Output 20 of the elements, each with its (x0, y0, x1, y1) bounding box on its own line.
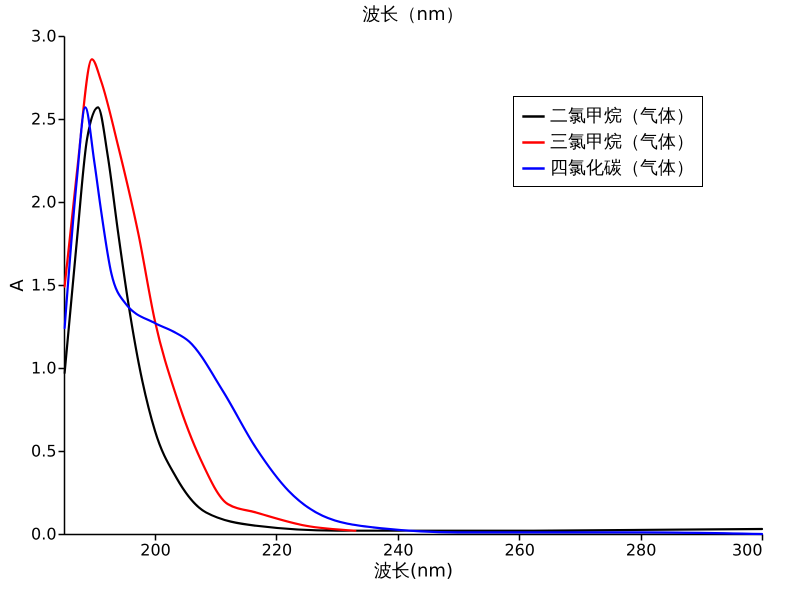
y-tick-label: 0.0 (31, 524, 56, 544)
x-tick-label: 220 (262, 540, 292, 560)
legend-label: 二氯甲烷（气体） (550, 106, 694, 126)
legend-label: 四氯化碳（气体） (550, 158, 694, 178)
legend-label: 三氯甲烷（气体） (550, 132, 694, 152)
chart-title: 波长（nm） (362, 4, 464, 25)
x-tick-label: 240 (383, 540, 414, 560)
x-axis-title: 波长(nm) (374, 560, 453, 582)
y-tick-label: 2.0 (31, 192, 56, 212)
line-series (64, 58, 356, 532)
x-tick-label: 280 (626, 540, 656, 560)
y-axis-title: A (7, 278, 28, 292)
y-tick-label: 1.0 (31, 358, 56, 378)
x-tick-label: 260 (504, 540, 535, 560)
x-tick-label: 300 (732, 540, 762, 560)
y-tick-label: 3.0 (31, 26, 56, 46)
y-tick-label: 2.5 (31, 110, 56, 128)
y-tick-label: 0.5 (31, 442, 56, 460)
y-tick-label: 1.5 (31, 276, 56, 294)
x-tick-label: 200 (140, 540, 171, 560)
